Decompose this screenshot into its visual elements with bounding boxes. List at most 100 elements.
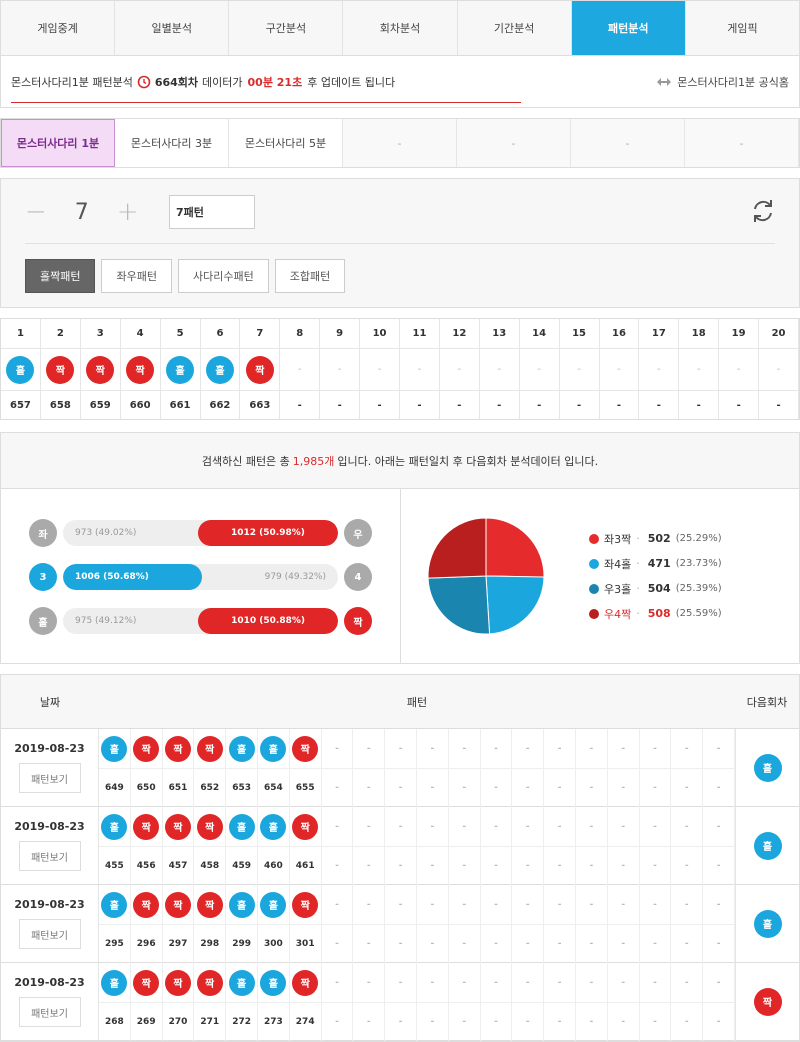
history-round-cell: -: [703, 769, 735, 807]
pie-slice-4: [427, 517, 487, 579]
empty-dash: -: [497, 364, 502, 375]
legend-separator: ·: [636, 582, 640, 595]
official-home-link[interactable]: 몬스터사다리1분 공식홈: [656, 74, 789, 90]
empty-dash: -: [335, 861, 339, 871]
empty-dash: -: [736, 364, 741, 375]
grid-header-cell: 9: [320, 319, 361, 349]
view-pattern-button[interactable]: 패턴보기: [18, 841, 81, 871]
tab-2[interactable]: 일별분석: [115, 1, 230, 55]
history-ball-cell: -: [671, 963, 704, 1003]
even-ball: 짝: [292, 891, 319, 918]
legend-item: 우4짝 · 508 (25.59%): [589, 606, 722, 622]
pattern-type-button[interactable]: 홀짝패턴: [25, 259, 96, 293]
empty-dash: -: [557, 861, 562, 871]
empty-dash: -: [684, 743, 689, 754]
history-ball-cell: -: [703, 963, 735, 1003]
subtab-2[interactable]: 몬스터사다리 3분: [115, 119, 229, 167]
empty-dash: -: [525, 977, 530, 988]
history-round-cell: 654: [258, 769, 290, 807]
subtab-3[interactable]: 몬스터사다리 5분: [229, 119, 343, 167]
even-ball: 짝: [164, 969, 191, 996]
even-ball: 짝: [133, 969, 160, 996]
view-pattern-button[interactable]: 패턴보기: [18, 763, 81, 793]
pie-slice-1: [485, 517, 545, 578]
legend-item: 우3홀 · 504 (25.39%): [589, 581, 722, 597]
pattern-type-button[interactable]: 조합패턴: [274, 259, 346, 293]
history-round-cell: -: [512, 925, 545, 963]
odd-ball: 홀: [260, 969, 287, 996]
grid-ball-cell: -: [479, 349, 520, 391]
history-ball-cell: -: [671, 807, 704, 847]
subtab-6: -: [571, 119, 685, 167]
legend-dot: [589, 558, 599, 569]
history-round-cell: -: [417, 925, 449, 963]
history-ball-cell: 짝: [162, 807, 195, 847]
pattern-type-button[interactable]: 좌우패턴: [101, 259, 172, 293]
history-ball-cell: 홀: [226, 729, 258, 769]
tab-7[interactable]: 게임픽: [727, 22, 758, 35]
grid-ball-cell: -: [559, 349, 600, 391]
even-ball: 짝: [164, 891, 191, 918]
history-ball-cell: -: [544, 807, 576, 847]
history-round-cell: -: [512, 847, 545, 885]
pie-slice-3: [427, 575, 491, 635]
grid-ball-cell: -: [639, 349, 680, 391]
empty-dash: -: [398, 783, 403, 793]
empty-dash: -: [462, 977, 467, 988]
subtab-1[interactable]: 몬스터사다리 1분: [1, 119, 115, 167]
history-ball-cell: -: [607, 885, 640, 925]
grid-ball-cell: 홀: [1, 349, 41, 391]
even-ball: 짝: [245, 355, 274, 384]
pattern-type-button[interactable]: 사다리수패턴: [177, 259, 269, 293]
tab-5[interactable]: 기간분석: [458, 1, 572, 55]
empty-dash: -: [653, 1017, 657, 1027]
view-pattern-button[interactable]: 패턴보기: [18, 997, 81, 1027]
history-round-cell: 456: [131, 847, 163, 885]
history-round-cell: 269: [131, 1003, 163, 1041]
empty-dash: -: [525, 821, 530, 832]
even-ball: 짝: [196, 969, 223, 996]
plus-button[interactable]: +: [116, 197, 139, 227]
refresh-icon[interactable]: [749, 197, 777, 225]
history-ball-cell: -: [575, 729, 608, 769]
history-round-cell: -: [481, 769, 513, 807]
next-round-cell: 짝: [735, 963, 799, 1040]
ratio-bar-track: 1006 (50.68%) 979 (49.32%): [63, 564, 338, 590]
history-ball-cell: -: [416, 807, 449, 847]
odd-ball: 홀: [29, 607, 57, 635]
history-pattern-cells: 홀 짝 짝 짝 홀 홀 짝 - - - - - - - - - - - - -268 269 270 271 272 273 27…: [99, 963, 735, 1041]
empty-dash: -: [589, 821, 594, 832]
grid-header-cell: 2: [40, 319, 81, 349]
pie-chart: [427, 517, 545, 635]
view-pattern-button[interactable]: 패턴보기: [18, 919, 81, 949]
empty-dash: -: [653, 977, 657, 988]
history-round-cell: -: [671, 1003, 704, 1041]
tab-6[interactable]: 패턴분석: [571, 1, 686, 55]
empty-dash: -: [462, 821, 467, 832]
empty-dash: -: [621, 977, 626, 988]
grid-header-cell: 7: [240, 319, 281, 349]
history-round-cell: 455: [99, 847, 131, 885]
history-round-cell: -: [576, 925, 608, 963]
tab-4[interactable]: 회차분석: [343, 1, 458, 55]
empty-dash: -: [716, 1017, 721, 1027]
history-round-cell: 458: [194, 847, 227, 885]
tab-1[interactable]: 게임중계: [1, 1, 116, 55]
empty-dash: -: [525, 939, 530, 949]
grid-ball-cell: -: [679, 349, 720, 391]
history-ball-cell: 짝: [194, 807, 227, 847]
legend-percent: (25.39%): [675, 583, 722, 594]
empty-dash: -: [557, 743, 562, 754]
pattern-select[interactable]: 7패턴: [169, 195, 255, 229]
history-round-cell: -: [417, 769, 449, 807]
history-round-cell: -: [449, 1003, 481, 1041]
history-round-cell: 270: [163, 1003, 195, 1041]
grid-header-cell: 4: [120, 319, 161, 349]
minus-button[interactable]: −: [25, 197, 47, 227]
empty-dash: -: [462, 899, 467, 910]
tab-3[interactable]: 구간분석: [229, 1, 344, 55]
history-ball-cell: -: [639, 729, 672, 769]
empty-dash: -: [557, 783, 562, 793]
grid-header-cell: 12: [439, 319, 480, 349]
empty-dash: -: [457, 364, 462, 375]
